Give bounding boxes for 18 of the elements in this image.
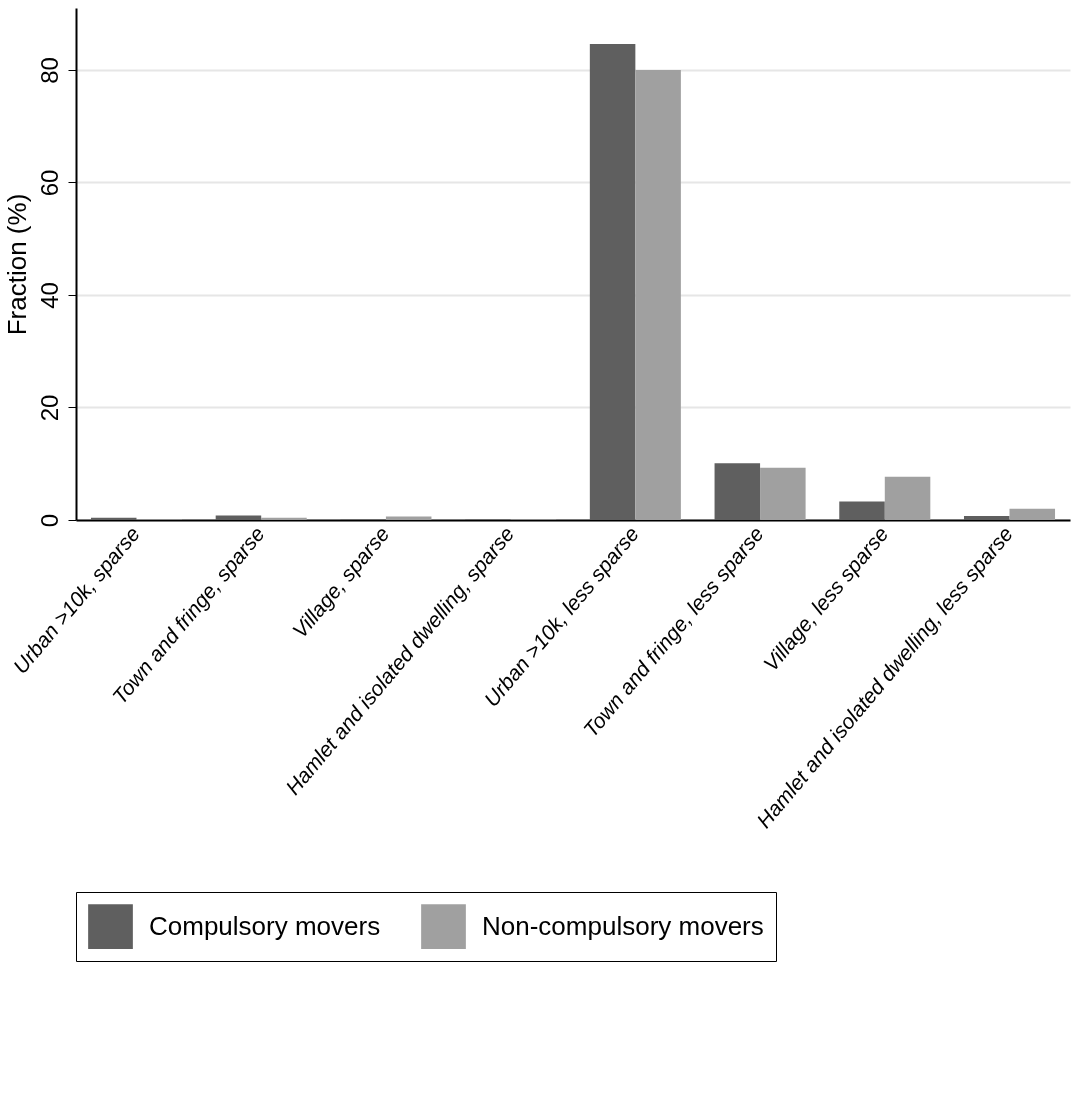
bar bbox=[760, 467, 806, 520]
y-tick-label: 60 bbox=[35, 169, 63, 197]
y-tick-label: 80 bbox=[35, 57, 63, 84]
bar bbox=[261, 517, 307, 520]
bar bbox=[215, 515, 262, 520]
y-tick-label: 0 bbox=[35, 513, 63, 528]
y-tick-label: 20 bbox=[35, 394, 63, 422]
bar bbox=[884, 476, 931, 520]
bar bbox=[839, 501, 885, 520]
bar bbox=[714, 463, 761, 520]
legend-label: Non-compulsory movers bbox=[482, 910, 764, 941]
bar bbox=[963, 516, 1010, 520]
bar bbox=[1009, 508, 1056, 520]
bar bbox=[635, 69, 681, 520]
legend-label: Compulsory movers bbox=[149, 910, 381, 941]
bar bbox=[589, 44, 636, 520]
y-tick-label: 40 bbox=[35, 282, 63, 309]
y-axis-title: Fraction (%) bbox=[1, 193, 32, 336]
